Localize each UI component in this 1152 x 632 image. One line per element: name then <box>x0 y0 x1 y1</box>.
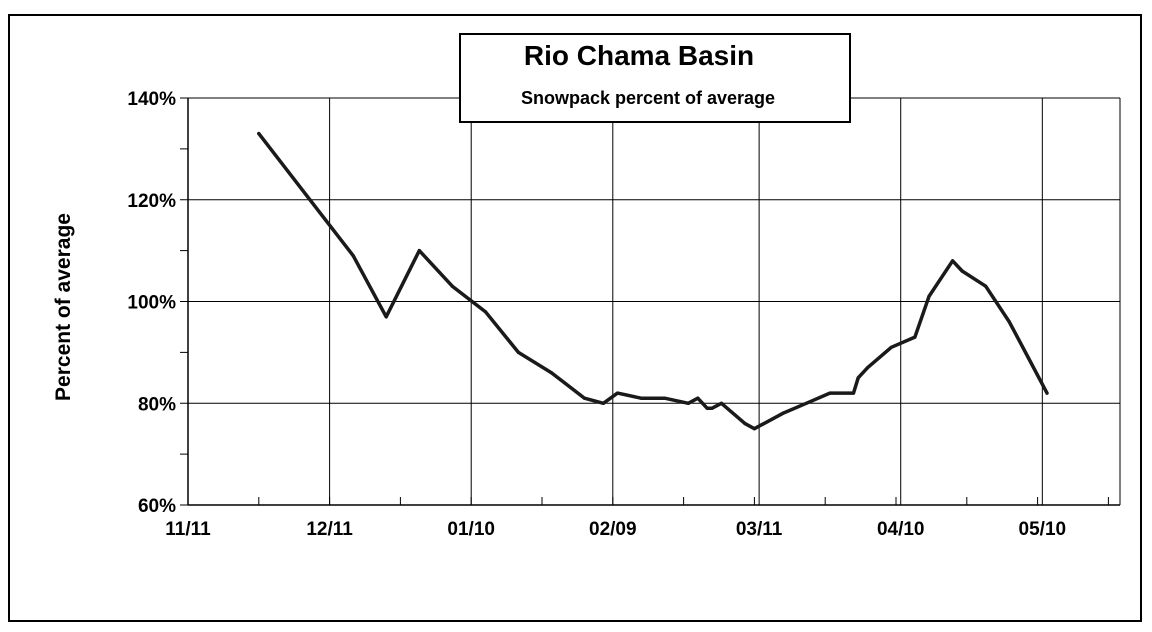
axis-ticks <box>180 97 1109 506</box>
data-point <box>483 310 487 314</box>
title-box: Rio Chama Basin Snowpack percent of aver… <box>459 33 851 123</box>
data-point <box>549 371 554 375</box>
x-tick-label: 02/09 <box>589 519 637 540</box>
data-point <box>927 294 931 298</box>
data-point <box>851 391 856 395</box>
data-point <box>351 254 355 258</box>
data-point <box>804 401 808 405</box>
grid <box>188 97 1120 506</box>
chart-title: Rio Chama Basin <box>524 40 754 71</box>
data-point <box>984 284 988 288</box>
data-point <box>686 401 690 405</box>
series-line <box>257 131 1049 431</box>
y-tick-label: 120% <box>127 191 176 212</box>
data-point <box>951 259 955 263</box>
data-point <box>889 345 893 349</box>
data-point <box>516 350 521 354</box>
data-point <box>582 396 587 400</box>
series-layer <box>257 131 1049 431</box>
data-point <box>639 396 643 400</box>
x-tick-label: 03/11 <box>736 519 783 540</box>
y-tick-label: 80% <box>138 394 176 415</box>
data-point <box>615 391 620 395</box>
data-point <box>450 284 454 288</box>
data-point <box>866 366 870 370</box>
data-point <box>710 406 714 410</box>
data-point <box>960 269 964 273</box>
x-tick-label: 12/11 <box>306 519 353 540</box>
y-axis-tick-labels: 60% 80% 100% 120% 140% <box>127 89 176 517</box>
data-point <box>257 132 261 136</box>
y-axis-title: Percent of average <box>52 213 75 401</box>
data-point <box>663 396 667 400</box>
y-tick-label: 60% <box>138 496 176 517</box>
data-point <box>1026 355 1030 360</box>
data-point <box>743 422 747 426</box>
x-tick-label: 04/10 <box>877 519 925 540</box>
data-point <box>913 335 917 339</box>
data-point <box>417 249 421 253</box>
data-point <box>384 315 388 319</box>
x-tick-label: 05/10 <box>1019 519 1067 540</box>
data-point <box>304 193 308 197</box>
data-point <box>1045 391 1049 395</box>
data-point <box>601 401 606 405</box>
data-point <box>1007 320 1011 324</box>
x-axis-tick-labels: 11/11 12/11 01/10 02/09 03/11 04/10 05/10 <box>165 519 1066 540</box>
data-point <box>828 391 832 395</box>
y-tick-label: 100% <box>127 293 176 314</box>
x-tick-label: 11/11 <box>165 519 211 540</box>
x-tick-label: 01/10 <box>447 519 495 540</box>
data-point <box>781 411 785 415</box>
y-tick-label: 140% <box>127 89 176 110</box>
data-point <box>719 401 724 405</box>
data-point <box>696 396 700 400</box>
data-point <box>752 427 757 431</box>
data-point <box>705 406 709 410</box>
chart-subtitle: Snowpack percent of average <box>521 88 775 108</box>
data-point <box>856 376 860 380</box>
